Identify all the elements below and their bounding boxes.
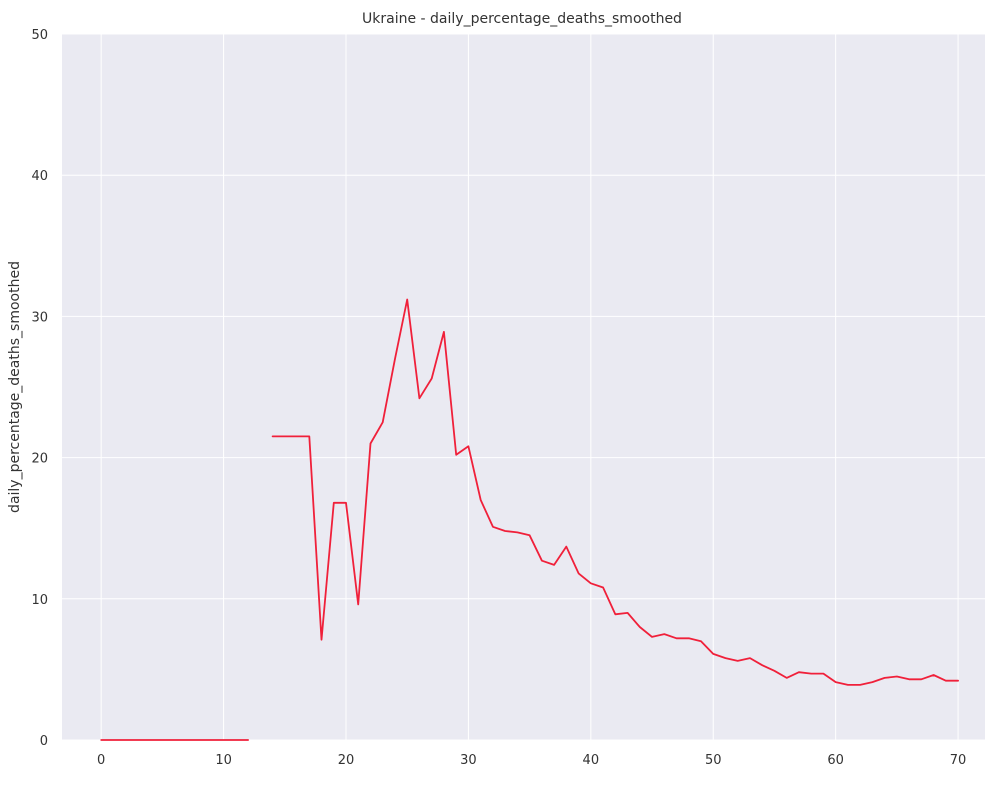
y-tick-label: 0 [40,734,48,749]
x-tick-label: 50 [705,753,722,768]
series-layer [100,298,959,741]
y-tick-label: 30 [31,310,48,325]
y-axis-label: daily_percentage_deaths_smoothed [7,261,23,513]
x-tick-label: 10 [215,753,232,768]
x-tick-label: 20 [338,753,355,768]
y-tick-label: 40 [31,169,48,184]
x-tick-label: 60 [827,753,844,768]
x-tick-label: 30 [460,753,477,768]
chart-title: Ukraine - daily_percentage_deaths_smooth… [362,11,682,27]
x-tick-label: 0 [97,753,105,768]
y-tick-label: 20 [31,452,48,467]
series-line [271,298,959,686]
y-tick-label: 50 [31,28,48,43]
x-tick-label: 70 [950,753,967,768]
y-tick-label: 10 [31,593,48,608]
x-tick-label: 40 [583,753,600,768]
tick-labels: 0 10 20 30 40 50 60 70 0 10 20 30 40 50 [31,28,966,768]
plot-area [62,34,985,740]
grid [62,33,985,741]
